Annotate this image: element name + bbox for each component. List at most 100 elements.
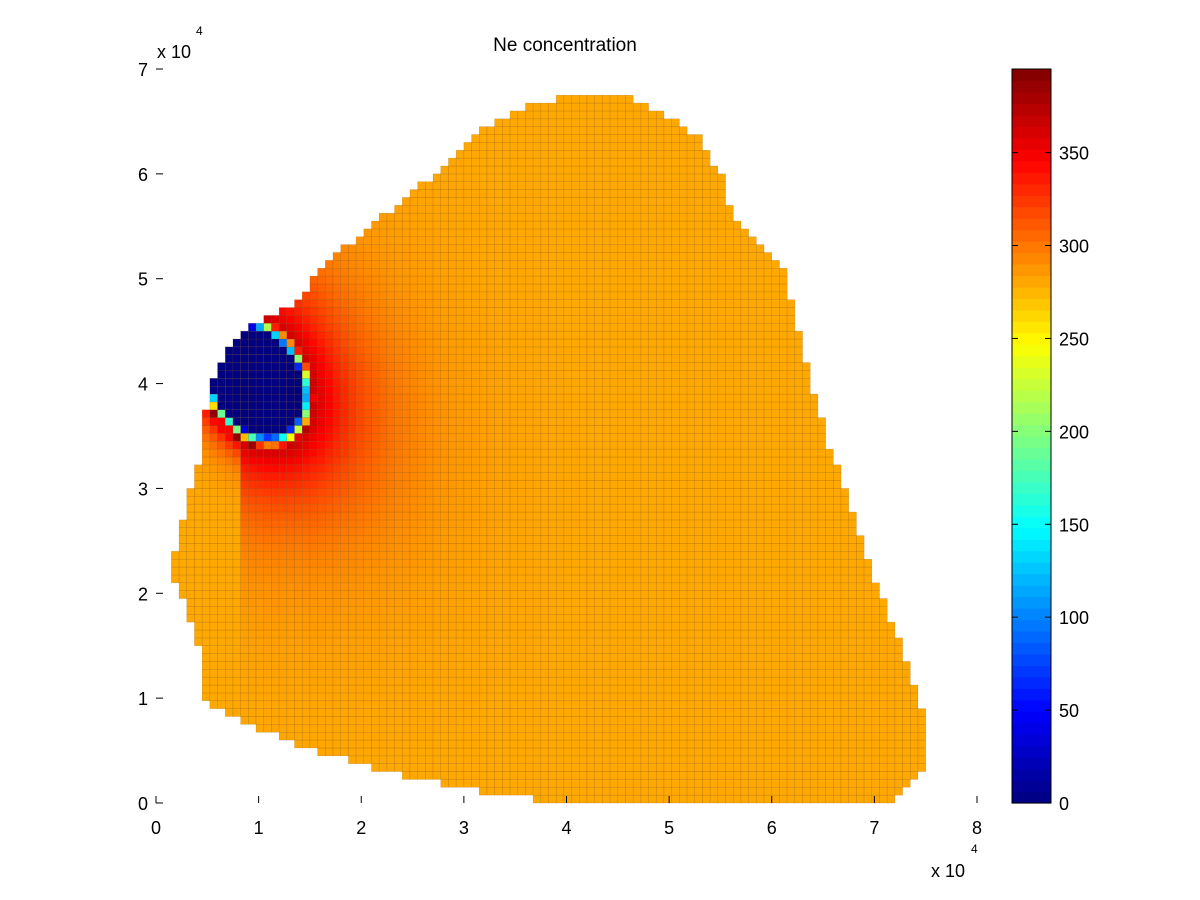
heatmap-cell [301,464,311,473]
heatmap-cell [694,558,703,568]
heatmap-cell [455,676,465,686]
heatmap-cell [502,142,511,151]
heatmap-cell [540,150,549,159]
heatmap-cell [209,692,218,702]
heatmap-cell [232,669,241,678]
heatmap-cell [255,440,265,450]
heatmap-cell [702,409,711,418]
heatmap-cell [702,299,711,308]
heatmap-cell [594,323,603,332]
heatmap-cell [286,551,295,560]
heatmap-cell [455,614,465,623]
heatmap-cell [209,448,218,458]
heatmap-cell [309,346,318,355]
heatmap-cell [294,393,303,403]
heatmap-cell [702,590,711,599]
heatmap-cell [555,543,565,552]
heatmap-cell [317,543,326,552]
heatmap-cell [625,637,634,646]
heatmap-cell [648,558,657,568]
heatmap-cell [355,716,365,725]
heatmap-cell [425,275,434,285]
heatmap-cell [402,606,411,615]
heatmap-cell [509,684,519,694]
heatmap-cell [625,676,634,686]
heatmap-cell [702,181,711,190]
heatmap-cell [432,393,442,403]
heatmap-cell [579,378,588,387]
heatmap-cell [317,370,326,379]
heatmap-cell [625,260,634,269]
heatmap-cell [348,700,357,709]
heatmap-cell [532,700,542,709]
heatmap-cell [425,425,434,434]
heatmap-cell [348,307,357,316]
heatmap-cell [325,708,334,717]
heatmap-cell [563,566,572,576]
heatmap-cell [702,291,711,300]
heatmap-cell [640,527,649,536]
heatmap-cell [509,110,519,120]
heatmap-cell [309,362,318,371]
heatmap-cell [325,558,334,568]
heatmap-cell [509,724,519,733]
heatmap-cell [686,134,696,143]
heatmap-cell [371,724,380,733]
heatmap-cell [448,370,457,379]
heatmap-cell [548,716,557,725]
heatmap-cell [425,731,434,741]
heatmap-cell [240,417,249,426]
heatmap-cell [209,598,218,607]
heatmap-cell [440,181,449,190]
heatmap-cell [255,566,265,576]
heatmap-cell [679,590,688,599]
heatmap-cell [263,480,272,489]
heatmap-cell [540,370,549,379]
heatmap-cell [517,535,526,544]
heatmap-cell [548,283,557,293]
heatmap-cell [563,464,572,473]
heatmap-cell [656,731,665,741]
heatmap-cell [671,291,680,300]
heatmap-cell [563,267,572,277]
heatmap-cell [325,496,334,505]
heatmap-cell [371,236,380,245]
heatmap-cell [656,244,665,253]
heatmap-cell [702,433,711,442]
heatmap-cell [502,731,511,741]
heatmap-cell [548,315,557,324]
heatmap-cell [617,417,626,426]
heatmap-cell [309,551,318,560]
heatmap-cell [448,181,457,190]
heatmap-cell [609,260,619,269]
heatmap-cell [194,511,203,521]
heatmap-cell [425,763,434,772]
heatmap-cell [255,511,265,521]
heatmap-cell [463,417,472,426]
heatmap-cell [594,724,603,733]
heatmap-cell [532,637,542,646]
heatmap-cell [440,661,449,670]
heatmap-cell [563,370,572,379]
heatmap-cell [455,244,465,253]
heatmap-cell [602,173,611,182]
heatmap-cell [694,433,703,442]
heatmap-cell [648,417,657,426]
heatmap-cell [386,362,395,371]
heatmap-cell [248,716,257,725]
heatmap-cell [663,401,672,411]
heatmap-cell [479,598,488,607]
heatmap-cell [594,543,603,552]
heatmap-cell [694,323,703,332]
heatmap-cell [517,779,526,788]
heatmap-cell [355,629,365,639]
heatmap-cell [471,558,480,568]
heatmap-cell [425,417,434,426]
heatmap-cell [394,307,403,316]
heatmap-cell [594,378,603,387]
heatmap-cell [494,590,503,599]
heatmap-cell [394,637,403,646]
heatmap-cell [394,291,403,300]
heatmap-cell [363,299,372,308]
heatmap-cell [440,716,449,725]
